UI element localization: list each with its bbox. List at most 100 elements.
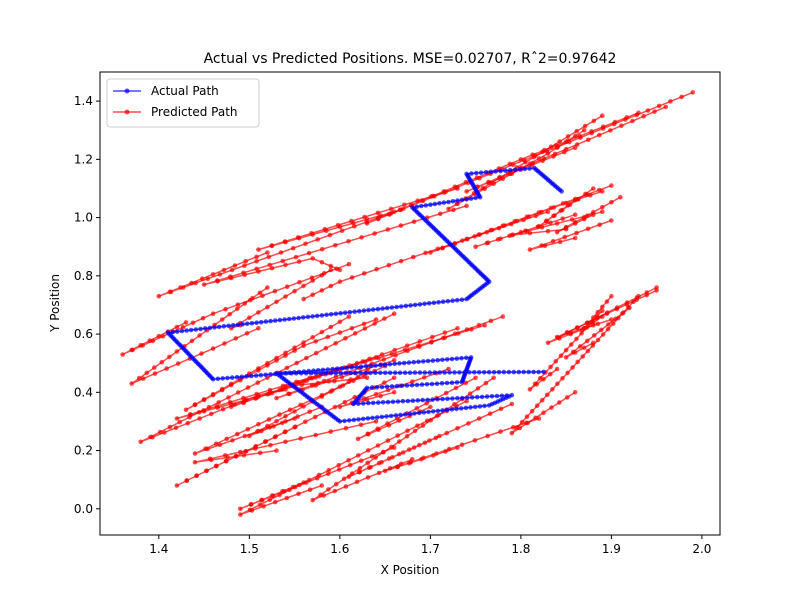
- actual-path-point: [363, 364, 369, 369]
- actual-path-point: [363, 370, 368, 376]
- predicted-path-point: [337, 319, 343, 325]
- predicted-path-point: [283, 239, 288, 245]
- predicted-path-point: [266, 254, 272, 260]
- predicted-path-point: [220, 406, 226, 412]
- predicted-path-point: [572, 390, 578, 395]
- predicted-path-point: [141, 376, 146, 381]
- predicted-path-point: [129, 381, 134, 386]
- predicted-path-point: [411, 445, 417, 450]
- predicted-path-point: [645, 108, 651, 113]
- predicted-path-point: [156, 333, 162, 339]
- actual-path-point: [387, 370, 393, 376]
- predicted-path-point: [473, 375, 478, 381]
- actual-path-point: [375, 306, 381, 312]
- predicted-path-point: [292, 288, 297, 294]
- predicted-path-point: [223, 306, 228, 312]
- predicted-path-point: [663, 104, 668, 110]
- predicted-path-point: [242, 263, 247, 268]
- predicted-path-point: [437, 433, 442, 439]
- actual-path-point: [239, 374, 245, 380]
- predicted-path-point: [354, 479, 360, 485]
- actual-path-point: [442, 370, 447, 375]
- predicted-path-point: [404, 343, 410, 349]
- predicted-path-point: [292, 348, 297, 354]
- predicted-path-point: [283, 294, 288, 299]
- actual-path-point: [512, 167, 518, 173]
- predicted-path-point: [427, 438, 432, 443]
- predicted-path-point: [474, 175, 480, 180]
- actual-path-point: [249, 320, 255, 326]
- actual-path-point: [429, 381, 435, 387]
- predicted-path-point: [313, 350, 319, 356]
- predicted-path-point: [548, 364, 553, 370]
- actual-path-point: [399, 383, 405, 389]
- predicted-path-point: [339, 228, 345, 233]
- predicted-path-point: [205, 446, 210, 452]
- predicted-path-point: [319, 483, 325, 488]
- predicted-path-point: [256, 422, 261, 427]
- predicted-path-point: [293, 254, 299, 260]
- predicted-path-point: [563, 355, 569, 360]
- predicted-path-point: [406, 460, 412, 466]
- predicted-path-point: [278, 250, 284, 255]
- predicted-path-point: [553, 359, 559, 364]
- actual-path-point: [435, 408, 441, 414]
- predicted-path-point: [455, 201, 460, 207]
- actual-path-point: [486, 403, 492, 408]
- predicted-path-point: [429, 339, 434, 344]
- actual-path-point: [305, 314, 311, 320]
- actual-path-point: [240, 321, 245, 327]
- actual-path-point: [472, 404, 478, 410]
- actual-path-point: [383, 370, 388, 376]
- predicted-path-point: [554, 229, 560, 235]
- actual-path-point: [335, 366, 340, 372]
- predicted-path-point: [334, 481, 339, 487]
- actual-path-point: [268, 372, 273, 377]
- predicted-path-point: [582, 123, 588, 129]
- actual-path-point: [489, 394, 495, 399]
- predicted-path-point: [391, 375, 397, 381]
- predicted-path-point: [391, 311, 397, 317]
- actual-path-point: [498, 168, 503, 174]
- predicted-path-point: [376, 427, 381, 433]
- predicted-path-point: [164, 366, 169, 371]
- predicted-path-point: [592, 333, 597, 338]
- actual-path-point: [263, 372, 269, 378]
- predicted-path-point: [343, 336, 348, 341]
- predicted-path-point: [292, 425, 297, 430]
- predicted-path-point: [319, 246, 325, 252]
- predicted-path-point: [533, 213, 539, 219]
- predicted-path-point: [451, 207, 456, 213]
- predicted-path-point: [619, 123, 624, 128]
- actual-path-point: [477, 194, 483, 200]
- predicted-path-point: [453, 385, 459, 391]
- predicted-path-point: [324, 228, 329, 233]
- chart-title: Actual vs Predicted Positions. MSE=0.027…: [204, 51, 617, 67]
- legend-label-actual: Actual Path: [151, 84, 219, 98]
- x-tick-label: 1.7: [421, 542, 440, 556]
- actual-path-point: [464, 355, 469, 361]
- actual-path-point: [488, 169, 494, 175]
- predicted-path-point: [609, 293, 614, 299]
- y-axis-label: Y Position: [48, 274, 62, 333]
- predicted-path-point: [455, 445, 460, 450]
- predicted-path-point: [496, 176, 502, 181]
- predicted-path-point: [224, 436, 229, 442]
- predicted-path-point: [557, 239, 563, 245]
- predicted-path-point: [315, 237, 321, 242]
- predicted-path-point: [173, 425, 179, 431]
- actual-path-point: [424, 382, 430, 387]
- predicted-path-point: [405, 428, 410, 434]
- predicted-path-point: [557, 400, 562, 405]
- predicted-path: [464, 104, 668, 194]
- actual-path-point: [179, 328, 185, 334]
- predicted-path-point: [209, 411, 214, 417]
- predicted-path: [364, 90, 696, 226]
- actual-path-point: [417, 370, 423, 375]
- predicted-path-point: [394, 464, 400, 470]
- actual-path-point: [464, 197, 469, 202]
- predicted-path-point: [316, 472, 322, 478]
- predicted-path-point: [361, 321, 367, 327]
- predicted-path-point: [277, 387, 282, 393]
- actual-path-point: [412, 370, 418, 375]
